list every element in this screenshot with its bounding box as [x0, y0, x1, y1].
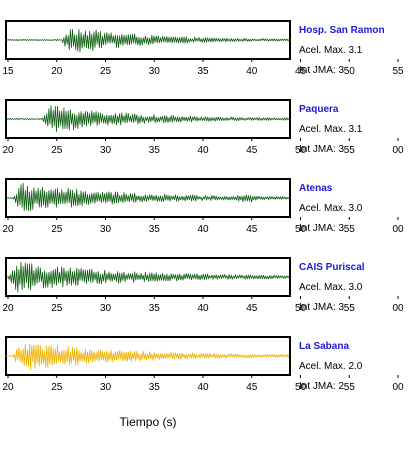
x-tick-label: 35 — [149, 303, 161, 314]
x-tick-label: 40 — [197, 382, 209, 393]
waveform-trace — [5, 105, 290, 133]
x-tick-label: 55 — [344, 382, 356, 393]
jma-intensity: Int JMA: 3 — [299, 223, 344, 234]
x-tick-label: 35 — [149, 145, 161, 156]
x-tick-label: 35 — [149, 382, 161, 393]
x-tick-label: 20 — [2, 382, 14, 393]
station-panel: 152025303540455055000510Hosp. San RamonA… — [2, 20, 404, 77]
x-tick-label: 55 — [344, 224, 356, 235]
x-axis-title: Tiempo (s) — [120, 415, 177, 429]
x-tick-label: 40 — [197, 303, 209, 314]
station-name: Hosp. San Ramon — [299, 25, 385, 36]
waveform-trace — [5, 182, 290, 212]
x-tick-label: 35 — [149, 224, 161, 235]
x-tick-label: 25 — [51, 303, 63, 314]
x-tick-label: 45 — [246, 382, 258, 393]
station-name: CAIS Puriscal — [299, 262, 365, 273]
x-tick-label: 55 — [344, 303, 356, 314]
station-panel: 2025303540455055000510PaqueraAcel. Max. … — [2, 99, 404, 156]
x-tick-label: 00 — [392, 145, 404, 156]
x-tick-label: 20 — [2, 224, 14, 235]
x-tick-label: 30 — [100, 224, 112, 235]
station-panel: 202530354045505500051015AtenasAcel. Max.… — [2, 178, 404, 235]
x-tick-label: 45 — [246, 145, 258, 156]
x-tick-label: 25 — [51, 224, 63, 235]
x-tick-label: 50 — [295, 382, 307, 393]
station-name: Paquera — [299, 104, 339, 115]
x-tick-label: 20 — [51, 66, 63, 77]
x-tick-label: 50 — [295, 224, 307, 235]
jma-intensity: Int JMA: 3 — [299, 65, 344, 76]
x-tick-label: 40 — [197, 145, 209, 156]
x-tick-label: 45 — [246, 224, 258, 235]
waveform-trace — [5, 28, 290, 53]
x-tick-label: 50 — [344, 66, 356, 77]
waveform-trace — [5, 261, 290, 293]
x-tick-label: 30 — [100, 145, 112, 156]
station-name: La Sabana — [299, 341, 349, 352]
x-tick-label: 20 — [2, 303, 14, 314]
max-acceleration: Acel. Max. 3.0 — [299, 203, 363, 214]
jma-intensity: Int JMA: 2 — [299, 381, 344, 392]
x-tick-label: 30 — [149, 66, 161, 77]
x-tick-label: 25 — [51, 382, 63, 393]
x-tick-label: 25 — [51, 145, 63, 156]
x-tick-label: 00 — [392, 303, 404, 314]
waveform-trace — [5, 343, 290, 371]
x-tick-label: 45 — [246, 303, 258, 314]
max-acceleration: Acel. Max. 3.0 — [299, 282, 363, 293]
jma-intensity: Int JMA: 3 — [299, 302, 344, 313]
jma-intensity: Int JMA: 3 — [299, 144, 344, 155]
x-tick-label: 45 — [295, 66, 307, 77]
x-tick-label: 30 — [100, 382, 112, 393]
x-tick-label: 55 — [392, 66, 404, 77]
x-tick-label: 20 — [2, 145, 14, 156]
x-tick-label: 50 — [295, 145, 307, 156]
x-tick-label: 35 — [197, 66, 209, 77]
x-tick-label: 00 — [392, 382, 404, 393]
x-tick-label: 15 — [2, 66, 14, 77]
x-tick-label: 40 — [197, 224, 209, 235]
station-name: Atenas — [299, 183, 333, 194]
x-tick-label: 25 — [100, 66, 112, 77]
x-tick-label: 00 — [392, 224, 404, 235]
station-panel: 2025303540455055000510CAIS PuriscalAcel.… — [2, 257, 404, 314]
x-tick-label: 50 — [295, 303, 307, 314]
max-acceleration: Acel. Max. 3.1 — [299, 45, 363, 56]
max-acceleration: Acel. Max. 2.0 — [299, 361, 363, 372]
x-tick-label: 40 — [246, 66, 258, 77]
x-tick-label: 30 — [100, 303, 112, 314]
max-acceleration: Acel. Max. 3.1 — [299, 124, 363, 135]
x-tick-label: 55 — [344, 145, 356, 156]
